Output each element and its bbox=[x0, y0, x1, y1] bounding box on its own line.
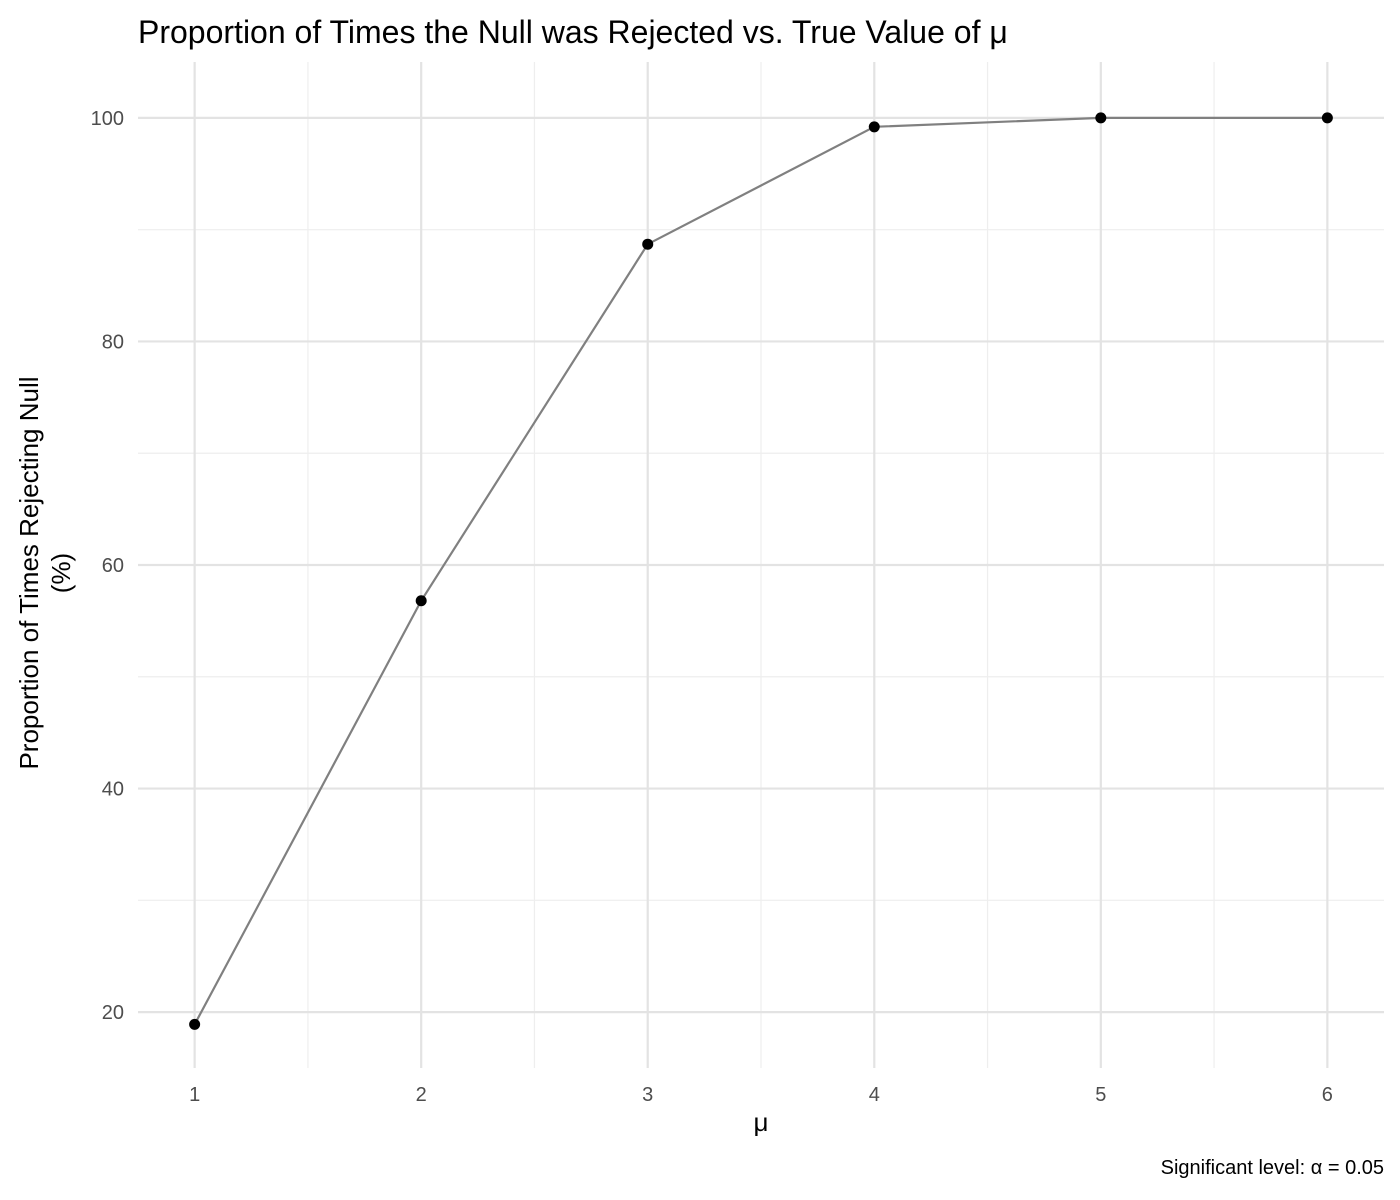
caption: Significant level: α = 0.05 bbox=[1161, 1157, 1384, 1179]
y-tick-label: 20 bbox=[102, 1002, 124, 1024]
data-point bbox=[868, 121, 880, 133]
y-tick-label: 80 bbox=[102, 331, 124, 353]
chart-title: Proportion of Times the Null was Rejecte… bbox=[138, 14, 1008, 50]
series-line bbox=[193, 116, 1328, 1025]
data-point bbox=[189, 1018, 201, 1030]
y-tick-label: 60 bbox=[102, 555, 124, 577]
x-axis-ticks: 1 2 3 4 5 6 bbox=[189, 1084, 1333, 1106]
y-axis-ticks: 20 40 60 80 100 bbox=[91, 108, 124, 1024]
series-line-layer bbox=[193, 116, 1328, 1025]
x-tick-label: 5 bbox=[1095, 1084, 1106, 1106]
x-tick-label: 2 bbox=[416, 1084, 427, 1106]
x-axis-title: μ bbox=[754, 1107, 769, 1137]
y-axis-title: Proportion of Times Rejecting Null (%) bbox=[14, 376, 76, 769]
data-point bbox=[1095, 112, 1107, 124]
y-axis-title-line1: Proportion of Times Rejecting Null bbox=[14, 376, 44, 769]
x-tick-label: 4 bbox=[869, 1084, 880, 1106]
grid bbox=[138, 62, 1384, 1068]
x-tick-label: 6 bbox=[1322, 1084, 1333, 1106]
y-tick-label: 40 bbox=[102, 779, 124, 801]
x-tick-label: 1 bbox=[189, 1084, 200, 1106]
data-points bbox=[189, 112, 1333, 1030]
y-axis-title-line2: (%) bbox=[46, 553, 76, 593]
data-point bbox=[1321, 112, 1333, 124]
data-point bbox=[415, 595, 427, 607]
data-point bbox=[642, 238, 654, 250]
y-tick-label: 100 bbox=[91, 108, 124, 130]
x-tick-label: 3 bbox=[642, 1084, 653, 1106]
